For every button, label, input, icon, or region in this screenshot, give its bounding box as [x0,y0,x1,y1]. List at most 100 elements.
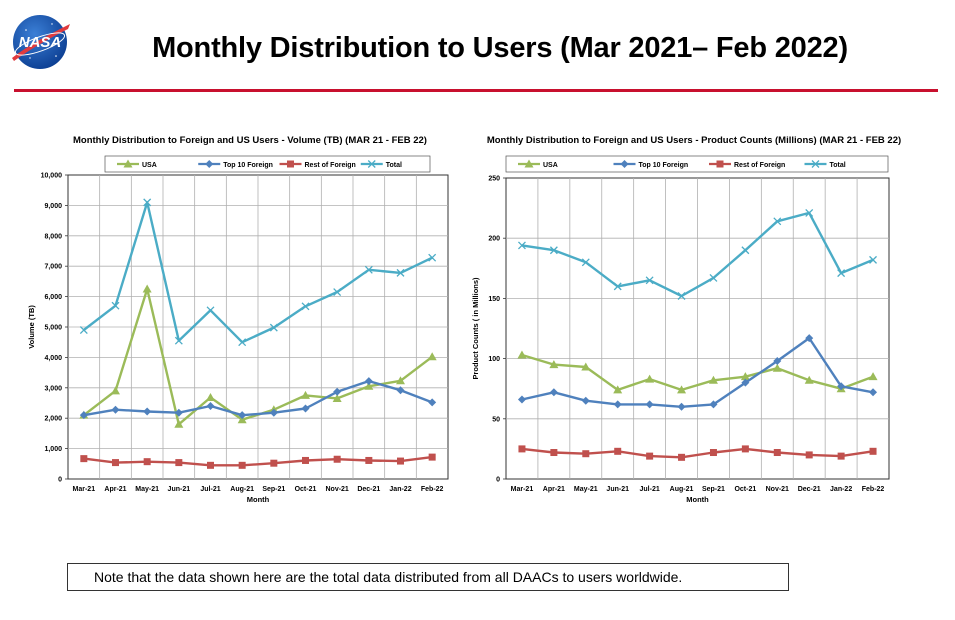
x-tick-label: Jan-22 [830,486,852,493]
data-point-rest [238,461,246,469]
data-point-top10 [333,387,342,396]
x-tick-label: Dec-21 [798,486,821,493]
y-axis-label: Product Counts ( in Millions) [471,277,480,380]
legend-label: USA [142,162,157,169]
page-title: Monthly Distribution to Users (Mar 2021–… [152,32,848,64]
chart-legend [505,155,889,173]
y-axis-label: Volume (TB) [27,305,36,349]
legend-marker [716,160,724,168]
series-rest [80,453,436,469]
y-tick-label: 250 [488,176,500,183]
product-count-chart: Monthly Distribution to Foreign and US U… [471,135,901,504]
series-line-rest [521,447,874,459]
data-point-top10 [174,408,183,417]
data-point-rest [805,451,813,459]
y-tick-label: 2,000 [44,416,62,423]
data-point-total [613,282,622,291]
data-point-rest [207,461,214,469]
x-tick-label: Feb-22 [421,486,444,493]
data-point-total [364,265,373,274]
series-total [79,198,437,347]
data-point-rest [112,459,119,467]
data-point-usa [396,376,405,385]
series-line-top10 [521,336,874,408]
x-tick-label: Apr-21 [104,486,126,493]
data-point-rest [175,459,183,467]
nasa-logo: NASA [12,15,70,69]
y-tick-label: 8,000 [44,233,62,240]
data-point-usa [804,375,814,384]
data-point-total [269,323,278,332]
chart-title: Monthly Distribution to Foreign and US U… [73,135,427,146]
legend-marker [524,159,534,168]
data-point-total [869,255,878,264]
data-point-rest [741,445,749,453]
x-tick-label: Jul-21 [640,486,660,493]
note-text: Note that the data shown here are the to… [94,569,683,585]
data-point-total [396,268,405,277]
data-point-total [517,241,526,250]
data-point-top10 [773,357,782,366]
x-tick-label: Mar-21 [73,486,96,493]
legend-marker [123,159,133,168]
data-point-rest [646,452,654,460]
data-point-total [805,208,814,217]
data-point-top10 [645,400,654,409]
legend-label: USA [543,162,558,169]
series-line-total [521,211,874,298]
x-tick-label: May-21 [574,486,598,493]
legend-entry: Top 10 Foreign [613,160,688,169]
x-tick-label: Oct-21 [295,486,317,493]
volume-chart: Monthly Distribution to Foreign and US U… [27,135,449,504]
data-point-usa [142,284,152,293]
data-point-rest [333,455,341,463]
chart-title: Monthly Distribution to Foreign and US U… [487,135,901,146]
series-line-top10 [83,379,433,417]
title-divider [14,89,938,92]
x-tick-label: Aug-21 [230,486,254,493]
data-point-top10 [741,378,750,387]
data-point-total [428,253,437,262]
chart-legend [104,155,431,173]
legend-label: Rest of Foreign [305,162,356,169]
legend-entry: Rest of Foreign [279,160,356,169]
data-point-total [773,217,782,226]
series-line-usa [521,353,874,392]
y-tick-label: 9,000 [44,203,62,210]
data-point-rest [428,453,436,461]
data-point-rest [302,456,309,464]
x-tick-label: Jun-21 [168,486,191,493]
data-point-rest [837,452,845,460]
y-tick-label: 5,000 [44,325,62,332]
data-point-total [174,336,183,345]
data-point-total [837,269,846,278]
note-box: Note that the data shown here are the to… [67,563,789,591]
y-tick-label: 3,000 [44,385,62,392]
data-point-usa [206,393,215,402]
y-tick-label: 100 [488,356,500,363]
data-point-top10 [517,395,526,404]
series-top10 [517,334,878,411]
x-tick-label: Jan-22 [389,486,411,493]
legend-label: Total [830,162,846,169]
legend-marker [287,160,294,168]
series-top10 [79,377,437,420]
y-tick-label: 0 [496,477,500,484]
data-point-rest [869,447,877,455]
data-point-usa [332,393,342,402]
x-tick-label: Feb-22 [862,486,885,493]
series-rest [518,445,877,461]
data-point-usa [740,372,750,381]
series-line-total [83,201,433,344]
legend-marker [811,160,820,168]
legend-label: Top 10 Foreign [223,162,273,169]
legend-entry: Total [804,160,846,169]
x-tick-label: Jul-21 [200,486,220,493]
data-point-rest [709,449,717,457]
x-axis-label: Month [247,495,270,504]
y-tick-label: 200 [488,236,500,243]
data-point-total [333,288,342,296]
data-point-top10 [709,400,718,409]
data-point-usa [301,390,310,399]
y-tick-label: 0 [58,477,62,484]
